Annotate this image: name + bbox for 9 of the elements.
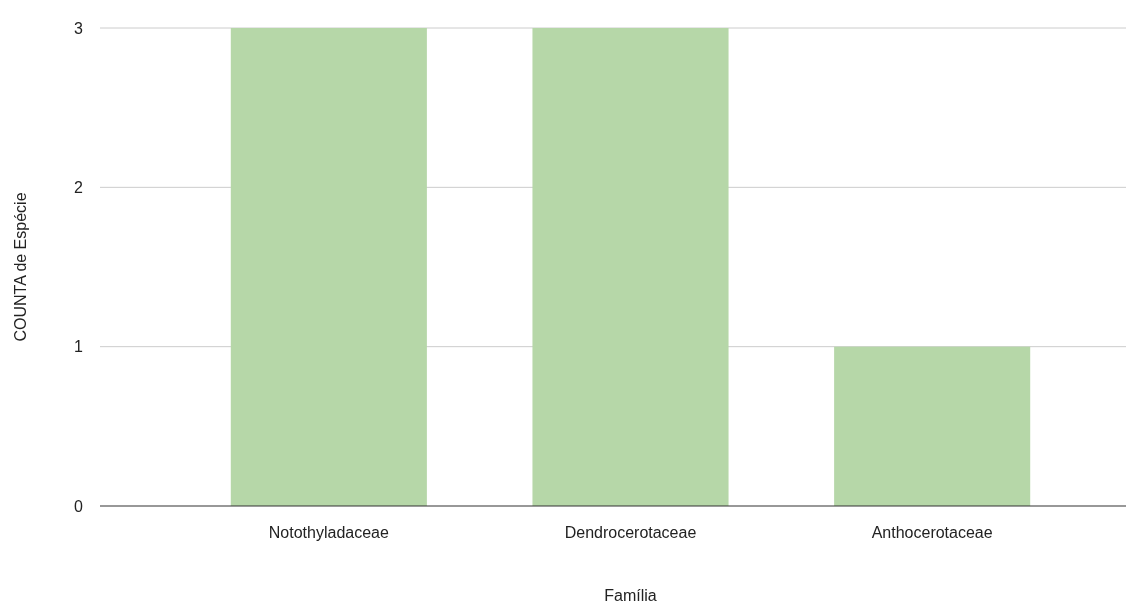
x-axis-title: Família: [604, 587, 657, 604]
y-tick-label: 2: [74, 178, 84, 196]
y-tick-label: 3: [74, 19, 84, 37]
x-tick-label: Dendrocerotaceae: [564, 524, 697, 541]
y-axis-title: COUNTA de Espécie: [12, 192, 29, 342]
y-tick-label: 0: [74, 497, 84, 515]
y-tick-label: 1: [74, 338, 84, 356]
x-tick-label: Notothyladaceae: [268, 524, 389, 541]
x-tick-label: Anthocerotaceae: [871, 524, 993, 541]
